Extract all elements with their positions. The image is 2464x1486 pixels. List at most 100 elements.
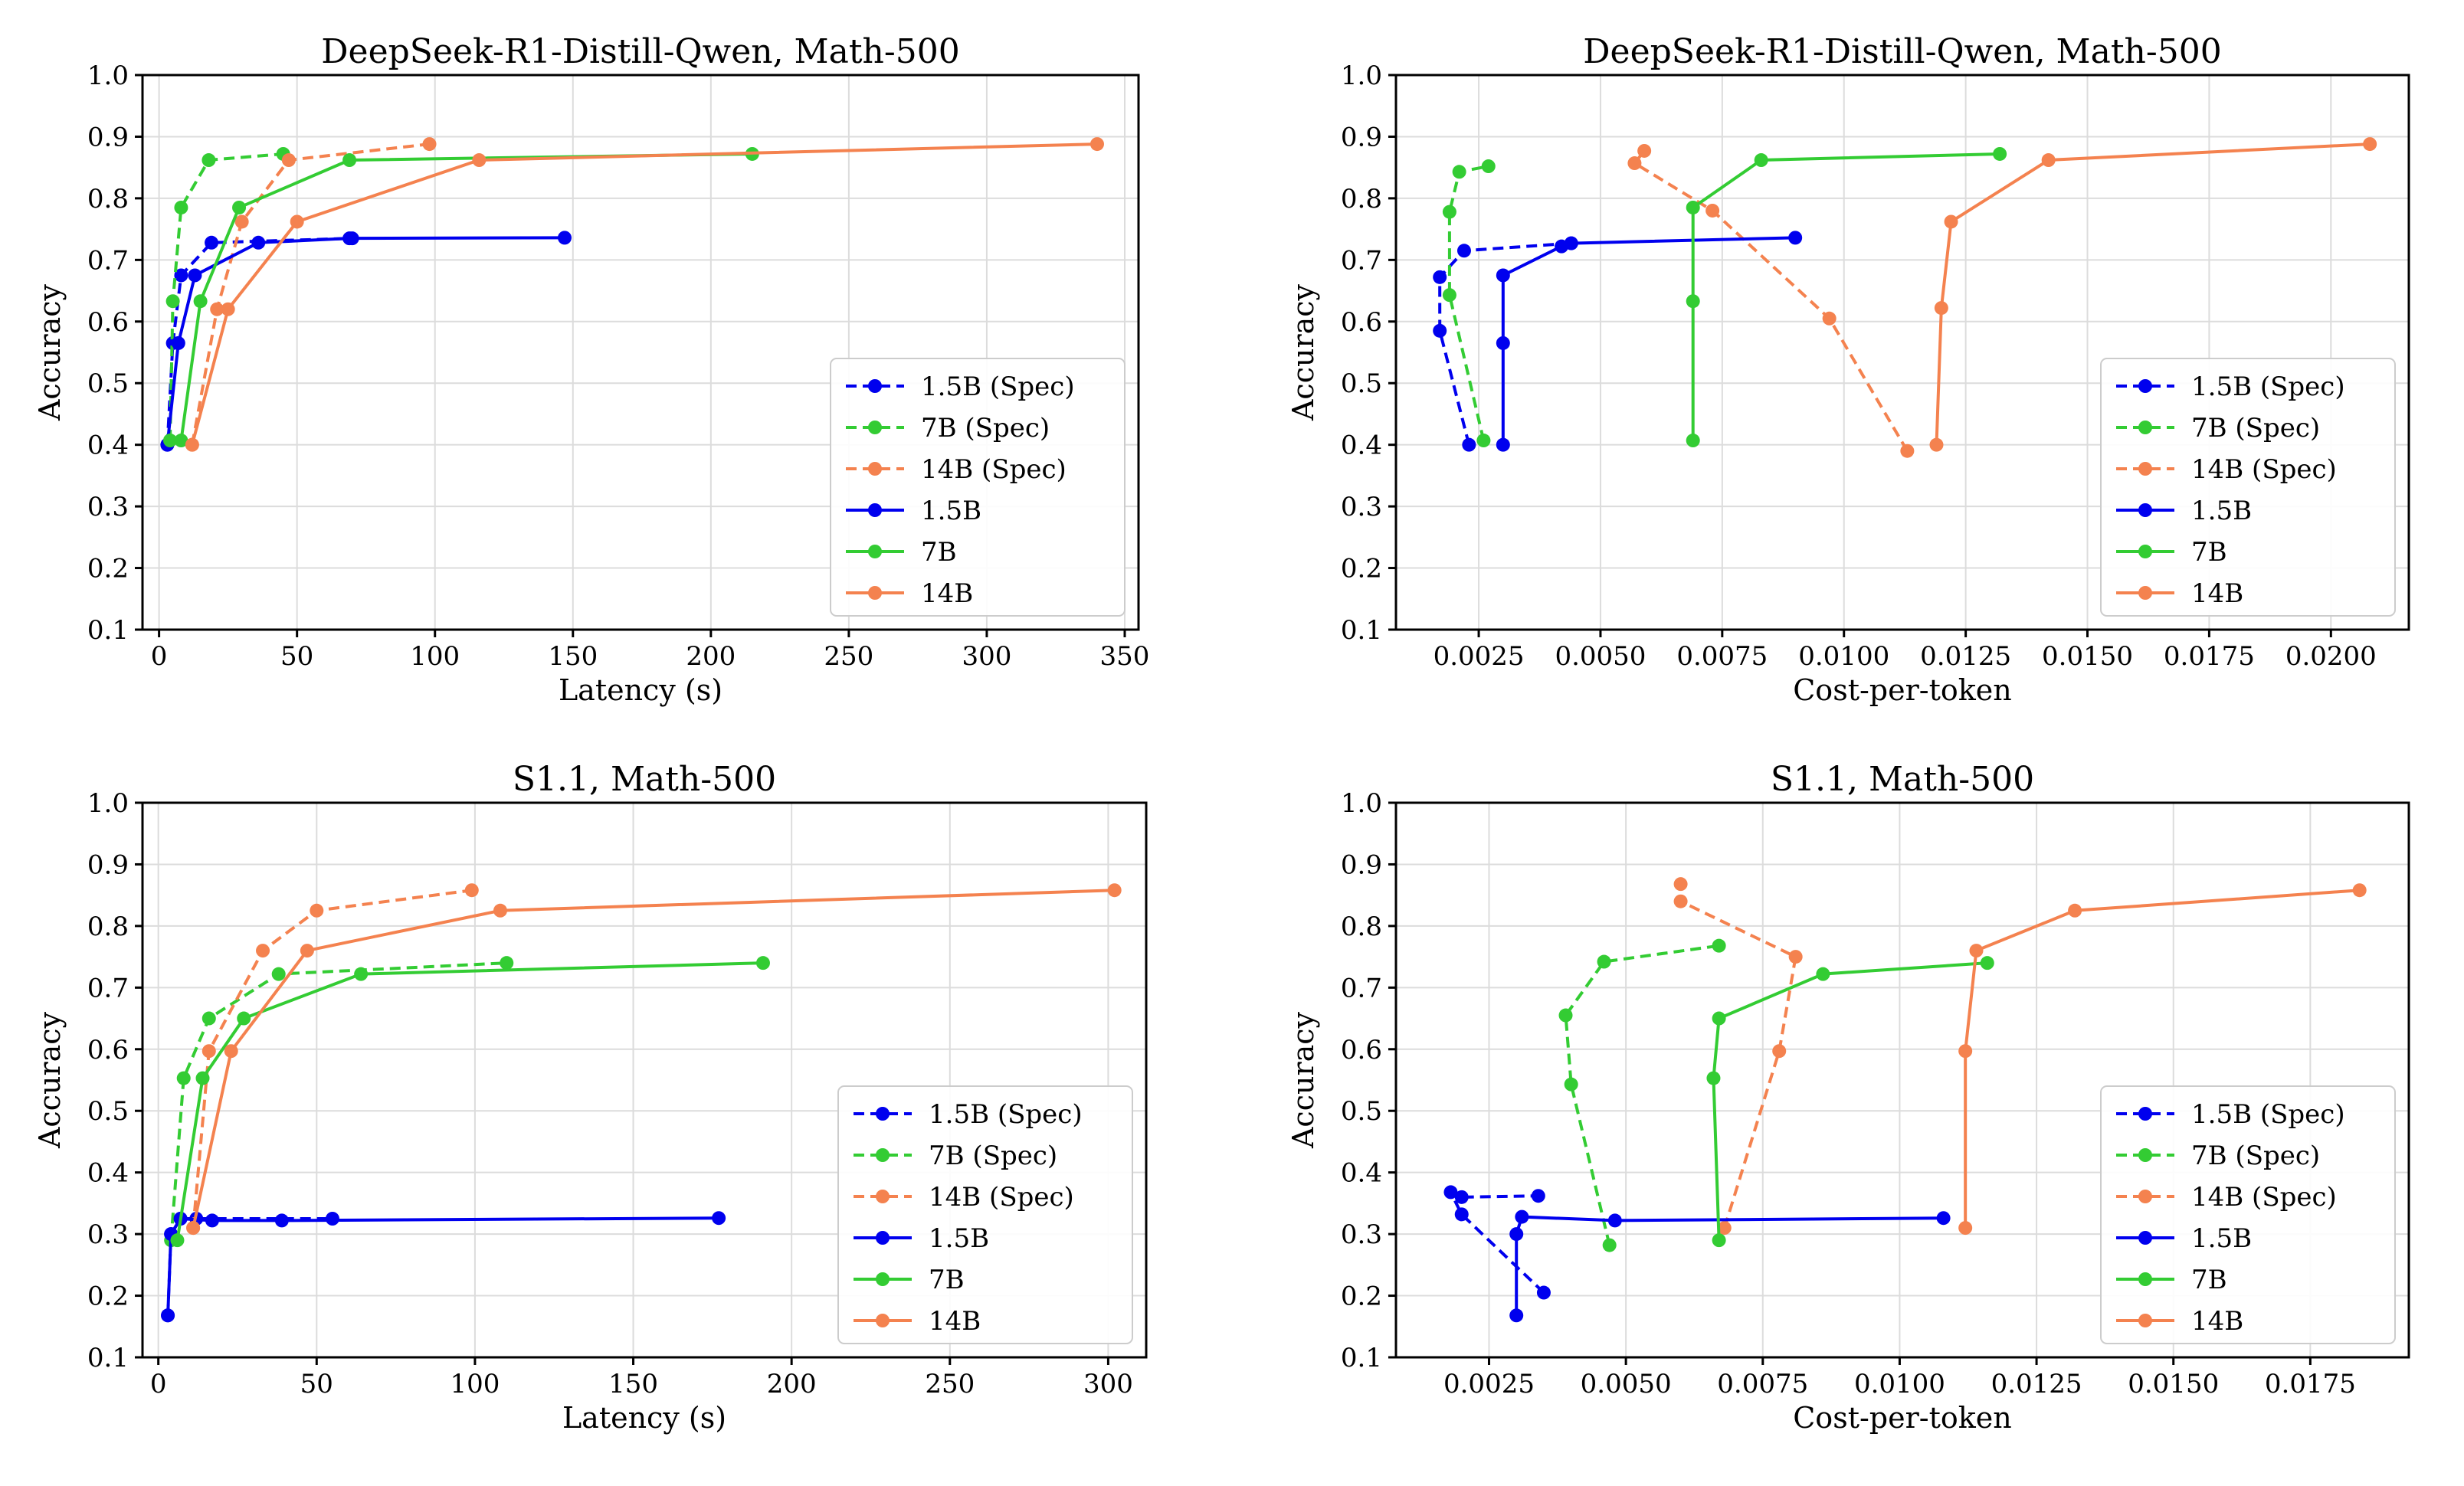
y-tick-label: 0.3 bbox=[87, 492, 129, 522]
data-point bbox=[342, 231, 357, 246]
data-point bbox=[1712, 1011, 1726, 1026]
legend-label: 7B bbox=[921, 537, 957, 568]
data-point bbox=[232, 200, 247, 214]
x-axis-label: Cost-per-token bbox=[1793, 673, 2012, 707]
x-tick-label: 0.0150 bbox=[2128, 1369, 2219, 1399]
data-point bbox=[1454, 1190, 1469, 1204]
legend: 1.5B (Spec) 7B (Spec) 14B (Spec) 1.5B 7B 14B bbox=[2100, 358, 2396, 617]
x-tick-label: 0.0075 bbox=[1676, 641, 1768, 672]
legend-label: 14B (Spec) bbox=[2191, 1182, 2337, 1213]
y-tick-label: 0.7 bbox=[1341, 245, 1382, 276]
y-tick-label: 1.0 bbox=[87, 788, 129, 819]
y-axis-label: Accuracy bbox=[1286, 1011, 1320, 1149]
data-point bbox=[1558, 1008, 1573, 1023]
data-point bbox=[1602, 1238, 1617, 1252]
y-axis-label: Accuracy bbox=[33, 1011, 67, 1149]
data-point bbox=[1686, 294, 1700, 309]
y-tick-label: 0.1 bbox=[1341, 1343, 1382, 1373]
data-point bbox=[464, 883, 479, 898]
data-point bbox=[224, 1044, 238, 1059]
y-tick-label: 0.6 bbox=[87, 307, 129, 338]
series-line bbox=[1564, 944, 1719, 1246]
y-tick-label: 0.4 bbox=[87, 430, 129, 461]
series-1-5b bbox=[161, 1211, 726, 1323]
legend-label: 7B bbox=[2191, 537, 2227, 568]
y-tick-label: 0.2 bbox=[1341, 1281, 1382, 1312]
series-14b-spec bbox=[1673, 877, 1803, 1236]
plot-frame bbox=[141, 801, 1148, 1359]
x-tick-label: 250 bbox=[925, 1369, 975, 1399]
data-point bbox=[1443, 1185, 1458, 1200]
data-point bbox=[1637, 143, 1652, 158]
y-tick-label: 0.6 bbox=[1341, 307, 1382, 338]
data-point bbox=[354, 967, 369, 981]
data-point bbox=[176, 1071, 191, 1085]
data-point bbox=[1089, 137, 1104, 152]
series-line bbox=[165, 236, 565, 445]
data-point bbox=[1107, 883, 1122, 898]
legend-label: 7B (Spec) bbox=[2191, 1141, 2320, 1171]
data-point bbox=[1454, 1207, 1469, 1222]
data-point bbox=[1958, 1221, 1973, 1236]
x-tick-label: 100 bbox=[410, 641, 460, 672]
series-line bbox=[166, 1216, 719, 1316]
series-line bbox=[1632, 149, 1909, 452]
legend-label: 1.5B bbox=[2191, 496, 2252, 526]
y-tick-label: 0.9 bbox=[87, 122, 129, 152]
data-point bbox=[1452, 165, 1466, 179]
y-tick-label: 0.5 bbox=[1341, 368, 1382, 399]
legend-swatch-marker bbox=[2138, 379, 2152, 393]
series-1-5b-spec bbox=[1443, 1185, 1551, 1300]
legend: 1.5B (Spec) 7B (Spec) 14B (Spec) 1.5B 7B 14B bbox=[2100, 1085, 2396, 1344]
data-point bbox=[1705, 203, 1720, 218]
legend-label: 7B (Spec) bbox=[929, 1141, 1057, 1171]
y-tick-label: 0.4 bbox=[1341, 430, 1382, 461]
x-tick-label: 300 bbox=[962, 641, 1011, 672]
y-tick-label: 0.4 bbox=[87, 1158, 129, 1189]
legend: 1.5B (Spec) 7B (Spec) 14B (Spec) 1.5B 7B 14B bbox=[830, 358, 1126, 617]
data-point bbox=[202, 1044, 216, 1059]
data-point bbox=[1496, 335, 1510, 350]
legend-swatch-marker bbox=[868, 379, 882, 393]
data-point bbox=[1456, 244, 1471, 258]
series-1-5b bbox=[160, 231, 572, 452]
data-point bbox=[422, 137, 437, 152]
legend-swatch-marker bbox=[868, 421, 882, 434]
legend-swatch-marker bbox=[876, 1231, 890, 1245]
data-point bbox=[1476, 434, 1491, 448]
data-point bbox=[188, 268, 202, 283]
x-tick-label: 0.0025 bbox=[1443, 1369, 1535, 1399]
data-point bbox=[251, 235, 266, 250]
data-point bbox=[1788, 231, 1803, 245]
legend-swatch-marker bbox=[2138, 545, 2152, 558]
data-point bbox=[186, 1221, 201, 1236]
y-tick-label: 1.0 bbox=[87, 61, 129, 91]
legend-label: 7B bbox=[929, 1265, 965, 1295]
data-point bbox=[1496, 268, 1510, 283]
data-point bbox=[2068, 903, 2082, 918]
data-point bbox=[1564, 1077, 1578, 1092]
legend-label: 1.5B (Spec) bbox=[2191, 372, 2345, 402]
y-tick-label: 0.2 bbox=[87, 554, 129, 584]
x-tick-label: 0.0200 bbox=[2285, 641, 2377, 672]
series-14b bbox=[1929, 137, 2377, 452]
data-point bbox=[1564, 236, 1578, 250]
data-point bbox=[1929, 437, 1944, 452]
x-tick-label: 0.0075 bbox=[1717, 1369, 1808, 1399]
series-1-5b bbox=[1509, 1209, 1951, 1323]
data-point bbox=[170, 1233, 185, 1248]
x-tick-label: 0.0100 bbox=[1854, 1369, 1945, 1399]
data-point bbox=[234, 214, 249, 229]
x-tick-label: 0.0125 bbox=[1920, 641, 2011, 672]
series-7b bbox=[1706, 956, 1994, 1248]
y-tick-label: 0.8 bbox=[87, 912, 129, 942]
data-point bbox=[1816, 967, 1830, 981]
data-point bbox=[557, 231, 572, 245]
data-point bbox=[2041, 153, 2056, 168]
data-point bbox=[1433, 323, 1447, 338]
data-point bbox=[1536, 1285, 1551, 1300]
y-tick-label: 0.5 bbox=[87, 368, 129, 399]
legend-swatch-marker bbox=[868, 503, 882, 517]
legend-swatch-marker bbox=[868, 586, 882, 600]
plot-frame bbox=[1394, 74, 2410, 631]
